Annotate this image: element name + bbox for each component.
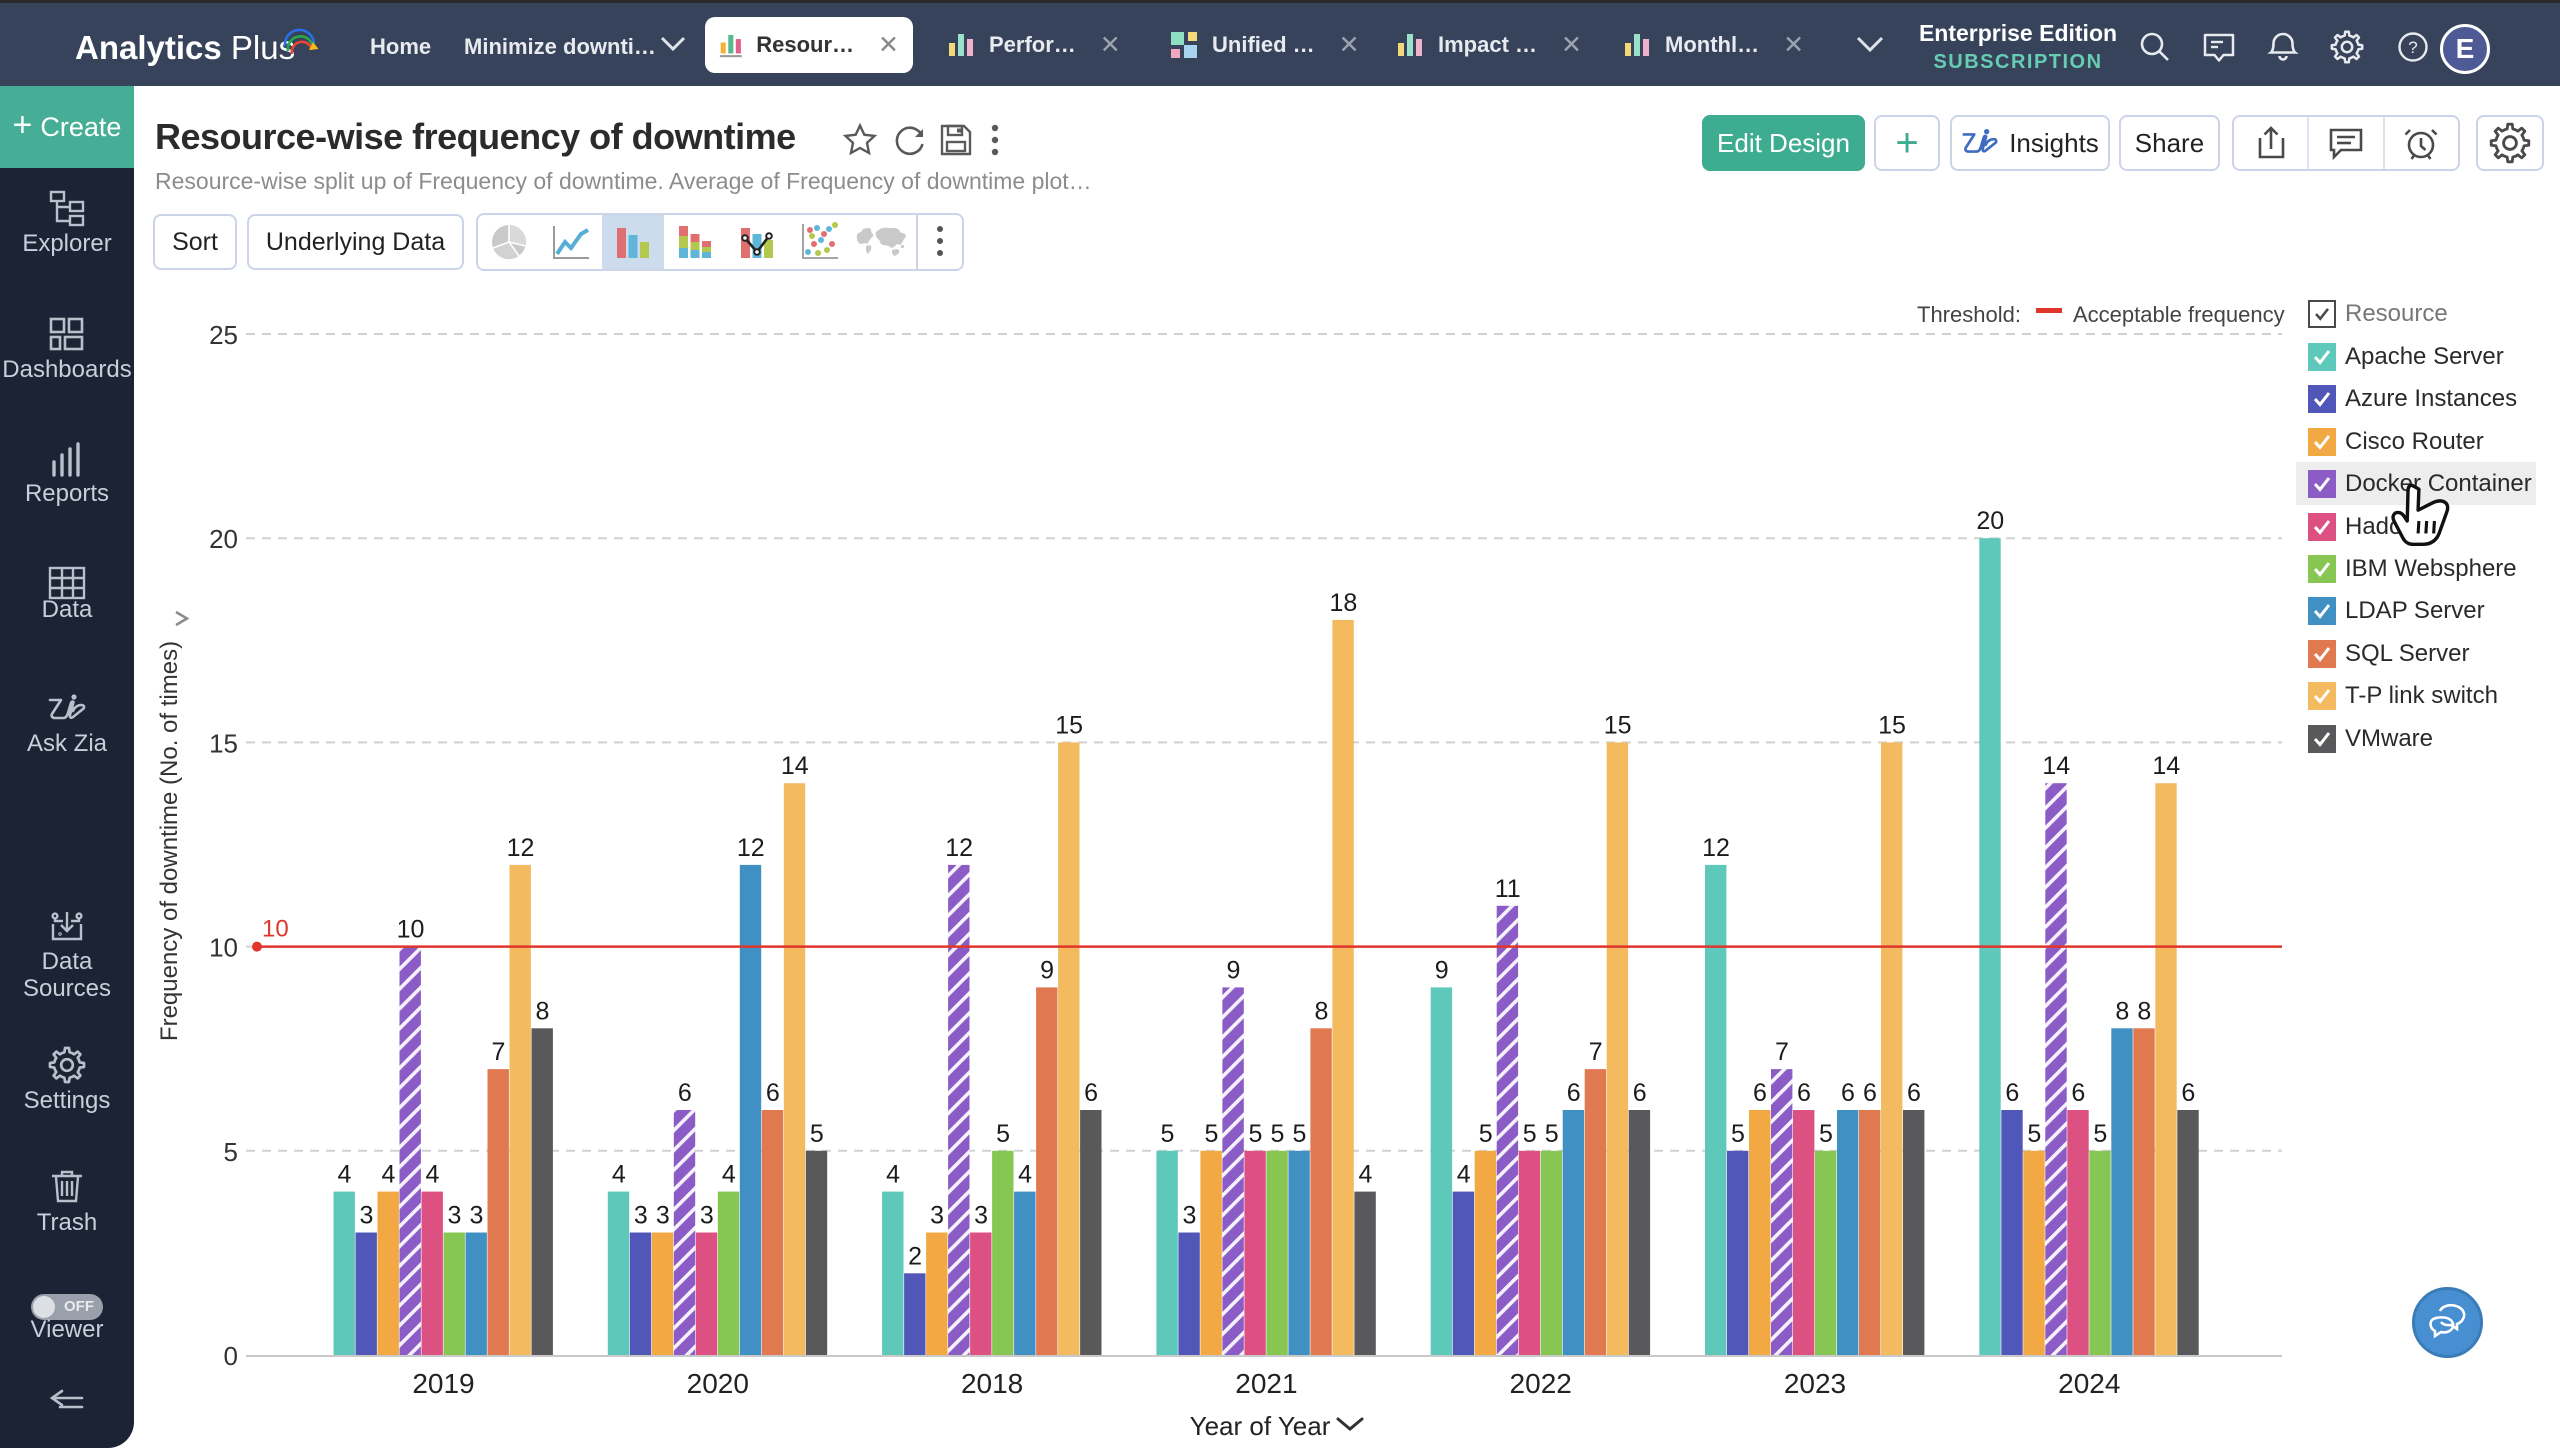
svg-text:2019: 2019 (412, 1368, 474, 1399)
svg-text:10: 10 (209, 933, 238, 963)
svg-text:3: 3 (930, 1202, 944, 1230)
svg-text:10: 10 (397, 916, 425, 944)
svg-text:5: 5 (996, 1120, 1010, 1148)
svg-text:0: 0 (224, 1341, 238, 1371)
svg-text:3: 3 (656, 1202, 670, 1230)
svg-text:5: 5 (1731, 1120, 1745, 1148)
svg-text:2020: 2020 (687, 1368, 749, 1399)
svg-text:3: 3 (1182, 1202, 1196, 1230)
svg-text:15: 15 (1604, 711, 1632, 739)
svg-text:7: 7 (492, 1038, 506, 1066)
svg-text:6: 6 (1567, 1079, 1581, 1107)
svg-text:6: 6 (1797, 1079, 1811, 1107)
svg-text:15: 15 (1878, 711, 1906, 739)
svg-text:8: 8 (2115, 997, 2129, 1025)
svg-text:2023: 2023 (1784, 1368, 1846, 1399)
svg-text:4: 4 (612, 1161, 626, 1189)
svg-text:2018: 2018 (961, 1368, 1023, 1399)
svg-text:3: 3 (470, 1202, 484, 1230)
svg-text:12: 12 (507, 834, 535, 862)
svg-text:6: 6 (1753, 1079, 1767, 1107)
svg-text:5: 5 (2027, 1120, 2041, 1148)
svg-text:14: 14 (781, 752, 809, 780)
svg-text:5: 5 (1819, 1120, 1833, 1148)
svg-text:5: 5 (1204, 1120, 1218, 1148)
svg-text:15: 15 (1055, 711, 1083, 739)
svg-text:6: 6 (1084, 1079, 1098, 1107)
svg-text:8: 8 (2137, 997, 2151, 1025)
svg-text:5: 5 (1270, 1120, 1284, 1148)
svg-text:4: 4 (1018, 1161, 1032, 1189)
svg-text:5: 5 (810, 1120, 824, 1148)
svg-text:5: 5 (1292, 1120, 1306, 1148)
svg-text:Year of Year: Year of Year (1190, 1411, 1331, 1441)
svg-text:9: 9 (1226, 956, 1240, 984)
svg-text:7: 7 (1775, 1038, 1789, 1066)
svg-text:18: 18 (1329, 589, 1357, 617)
svg-text:6: 6 (678, 1079, 692, 1107)
svg-text:3: 3 (360, 1202, 374, 1230)
svg-text:3: 3 (448, 1202, 462, 1230)
svg-text:Threshold:: Threshold: (1917, 302, 2021, 327)
svg-text:2022: 2022 (1510, 1368, 1572, 1399)
svg-text:5: 5 (224, 1137, 238, 1167)
svg-text:20: 20 (1976, 507, 2004, 535)
svg-text:6: 6 (1633, 1079, 1647, 1107)
svg-text:6: 6 (1907, 1079, 1921, 1107)
svg-text:2021: 2021 (1235, 1368, 1297, 1399)
svg-text:6: 6 (2005, 1079, 2019, 1107)
svg-text:7: 7 (1589, 1038, 1603, 1066)
svg-text:4: 4 (382, 1161, 396, 1189)
svg-text:10: 10 (262, 916, 289, 943)
svg-text:2024: 2024 (2058, 1368, 2120, 1399)
svg-text:Frequency of downtime (No. of: Frequency of downtime (No. of times) (156, 641, 183, 1041)
svg-text:8: 8 (536, 997, 550, 1025)
svg-text:6: 6 (1863, 1079, 1877, 1107)
svg-text:3: 3 (974, 1202, 988, 1230)
svg-text:12: 12 (737, 834, 765, 862)
svg-text:5: 5 (1160, 1120, 1174, 1148)
svg-text:12: 12 (1702, 834, 1730, 862)
svg-text:2: 2 (908, 1242, 922, 1270)
svg-text:4: 4 (1358, 1161, 1372, 1189)
svg-text:?: ? (2408, 38, 2417, 57)
svg-text:6: 6 (766, 1079, 780, 1107)
svg-text:5: 5 (1479, 1120, 1493, 1148)
svg-text:6: 6 (2181, 1079, 2195, 1107)
svg-text:6: 6 (1841, 1079, 1855, 1107)
svg-text:4: 4 (886, 1161, 900, 1189)
svg-text:3: 3 (634, 1202, 648, 1230)
svg-text:14: 14 (2152, 752, 2180, 780)
svg-text:4: 4 (1457, 1161, 1471, 1189)
svg-text:4: 4 (426, 1161, 440, 1189)
svg-text:5: 5 (1523, 1120, 1537, 1148)
svg-text:25: 25 (209, 320, 238, 350)
svg-text:14: 14 (2042, 752, 2070, 780)
svg-text:9: 9 (1435, 956, 1449, 984)
svg-text:15: 15 (209, 728, 238, 758)
svg-text:11: 11 (1495, 875, 1521, 903)
svg-text:5: 5 (1248, 1120, 1262, 1148)
svg-text:3: 3 (700, 1202, 714, 1230)
svg-text:Acceptable frequency: Acceptable frequency (2073, 302, 2285, 327)
svg-text:6: 6 (2071, 1079, 2085, 1107)
svg-text:8: 8 (1314, 997, 1328, 1025)
svg-text:9: 9 (1040, 956, 1054, 984)
svg-text:5: 5 (2093, 1120, 2107, 1148)
svg-text:12: 12 (945, 834, 973, 862)
svg-text:4: 4 (338, 1161, 352, 1189)
svg-text:5: 5 (1545, 1120, 1559, 1148)
svg-text:4: 4 (722, 1161, 736, 1189)
svg-text:20: 20 (209, 524, 238, 554)
